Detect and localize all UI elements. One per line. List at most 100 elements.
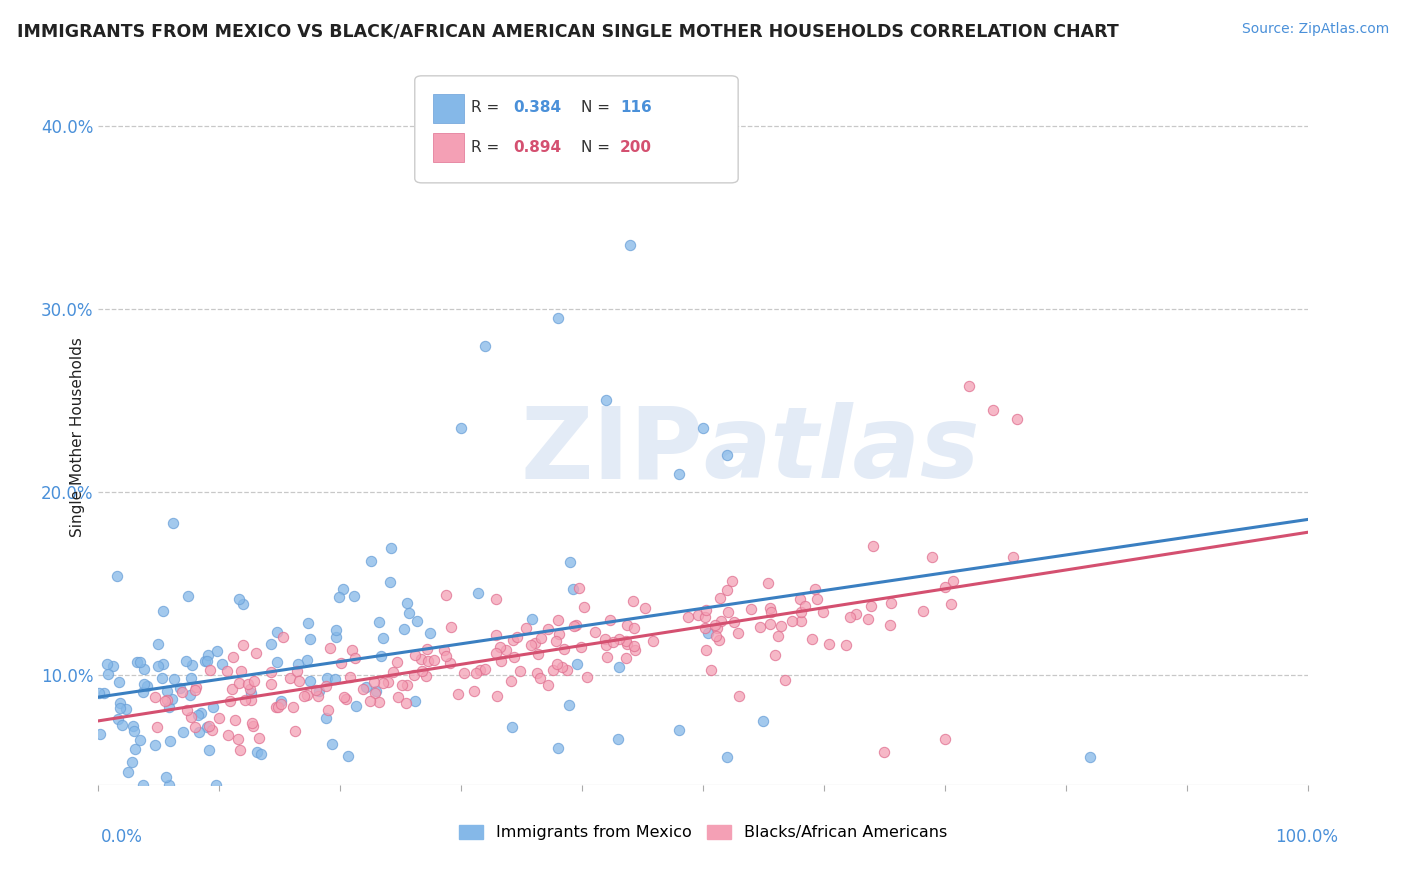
Point	[157, 778, 180, 792]
Point	[860, 599, 883, 613]
Point	[125, 655, 148, 669]
Point	[396, 677, 419, 691]
Point	[297, 615, 319, 630]
Point	[856, 612, 879, 626]
Point	[398, 606, 420, 620]
Point	[368, 615, 391, 629]
Point	[371, 675, 394, 690]
Point	[146, 659, 169, 673]
Point	[292, 690, 315, 704]
Text: 100.0%: 100.0%	[1275, 828, 1339, 846]
Point	[217, 728, 239, 742]
Point	[911, 603, 934, 617]
Point	[323, 673, 346, 687]
Point	[332, 582, 354, 596]
Point	[499, 674, 522, 689]
Point	[453, 665, 475, 680]
Point	[240, 686, 263, 700]
Text: Source: ZipAtlas.com: Source: ZipAtlas.com	[1241, 22, 1389, 37]
Point	[804, 582, 827, 596]
Point	[197, 648, 219, 662]
Point	[692, 421, 714, 435]
Text: N =: N =	[581, 101, 614, 115]
Point	[676, 610, 699, 624]
Point	[205, 644, 228, 658]
Point	[614, 651, 637, 665]
Point	[197, 742, 219, 756]
Point	[873, 745, 896, 759]
Point	[623, 621, 645, 635]
Point	[385, 655, 408, 669]
Point	[728, 689, 751, 703]
Point	[108, 675, 131, 690]
Point	[623, 642, 645, 657]
Point	[934, 580, 956, 594]
Point	[124, 742, 146, 756]
Point	[271, 630, 294, 644]
Point	[396, 595, 419, 609]
Point	[205, 778, 228, 792]
Point	[288, 674, 311, 689]
Point	[693, 621, 716, 635]
Point	[558, 555, 581, 569]
Point	[219, 693, 242, 707]
Point	[153, 693, 176, 707]
Point	[201, 700, 224, 714]
Point	[148, 637, 170, 651]
Point	[232, 639, 254, 653]
Point	[749, 620, 772, 634]
Point	[325, 630, 347, 644]
Point	[756, 576, 779, 591]
Point	[537, 622, 560, 636]
Point	[299, 674, 322, 689]
Point	[176, 703, 198, 717]
Point	[541, 664, 564, 678]
Point	[187, 708, 209, 723]
Point	[101, 659, 124, 673]
Point	[305, 682, 328, 697]
Point	[558, 698, 581, 712]
Point	[522, 612, 544, 626]
Point	[330, 656, 353, 670]
Point	[387, 690, 409, 704]
Point	[721, 574, 744, 589]
Point	[315, 679, 337, 693]
Text: atlas: atlas	[703, 402, 980, 500]
Point	[359, 694, 381, 708]
Point	[122, 723, 145, 738]
Point	[550, 659, 572, 673]
Point	[790, 606, 813, 620]
Point	[599, 613, 621, 627]
Point	[391, 678, 413, 692]
Point	[93, 686, 115, 700]
Point	[132, 663, 155, 677]
Point	[474, 338, 496, 352]
Point	[232, 598, 254, 612]
Point	[145, 720, 167, 734]
Point	[156, 684, 179, 698]
Text: 116: 116	[620, 101, 652, 115]
Point	[423, 653, 446, 667]
Point	[502, 632, 524, 647]
Point	[489, 654, 512, 668]
Point	[169, 681, 191, 695]
Point	[245, 646, 267, 660]
Point	[194, 654, 217, 668]
Point	[240, 715, 263, 730]
Point	[709, 591, 731, 605]
Point	[184, 720, 207, 734]
Point	[770, 618, 793, 632]
Point	[215, 664, 238, 678]
Point	[328, 590, 350, 604]
Point	[942, 574, 965, 588]
Point	[485, 628, 508, 642]
Point	[921, 549, 943, 564]
Point	[495, 642, 517, 657]
Point	[418, 626, 440, 640]
Point	[89, 686, 111, 700]
Point	[411, 665, 433, 679]
Point	[688, 608, 710, 623]
Point	[315, 711, 337, 725]
Point	[143, 690, 166, 704]
Point	[297, 688, 319, 702]
